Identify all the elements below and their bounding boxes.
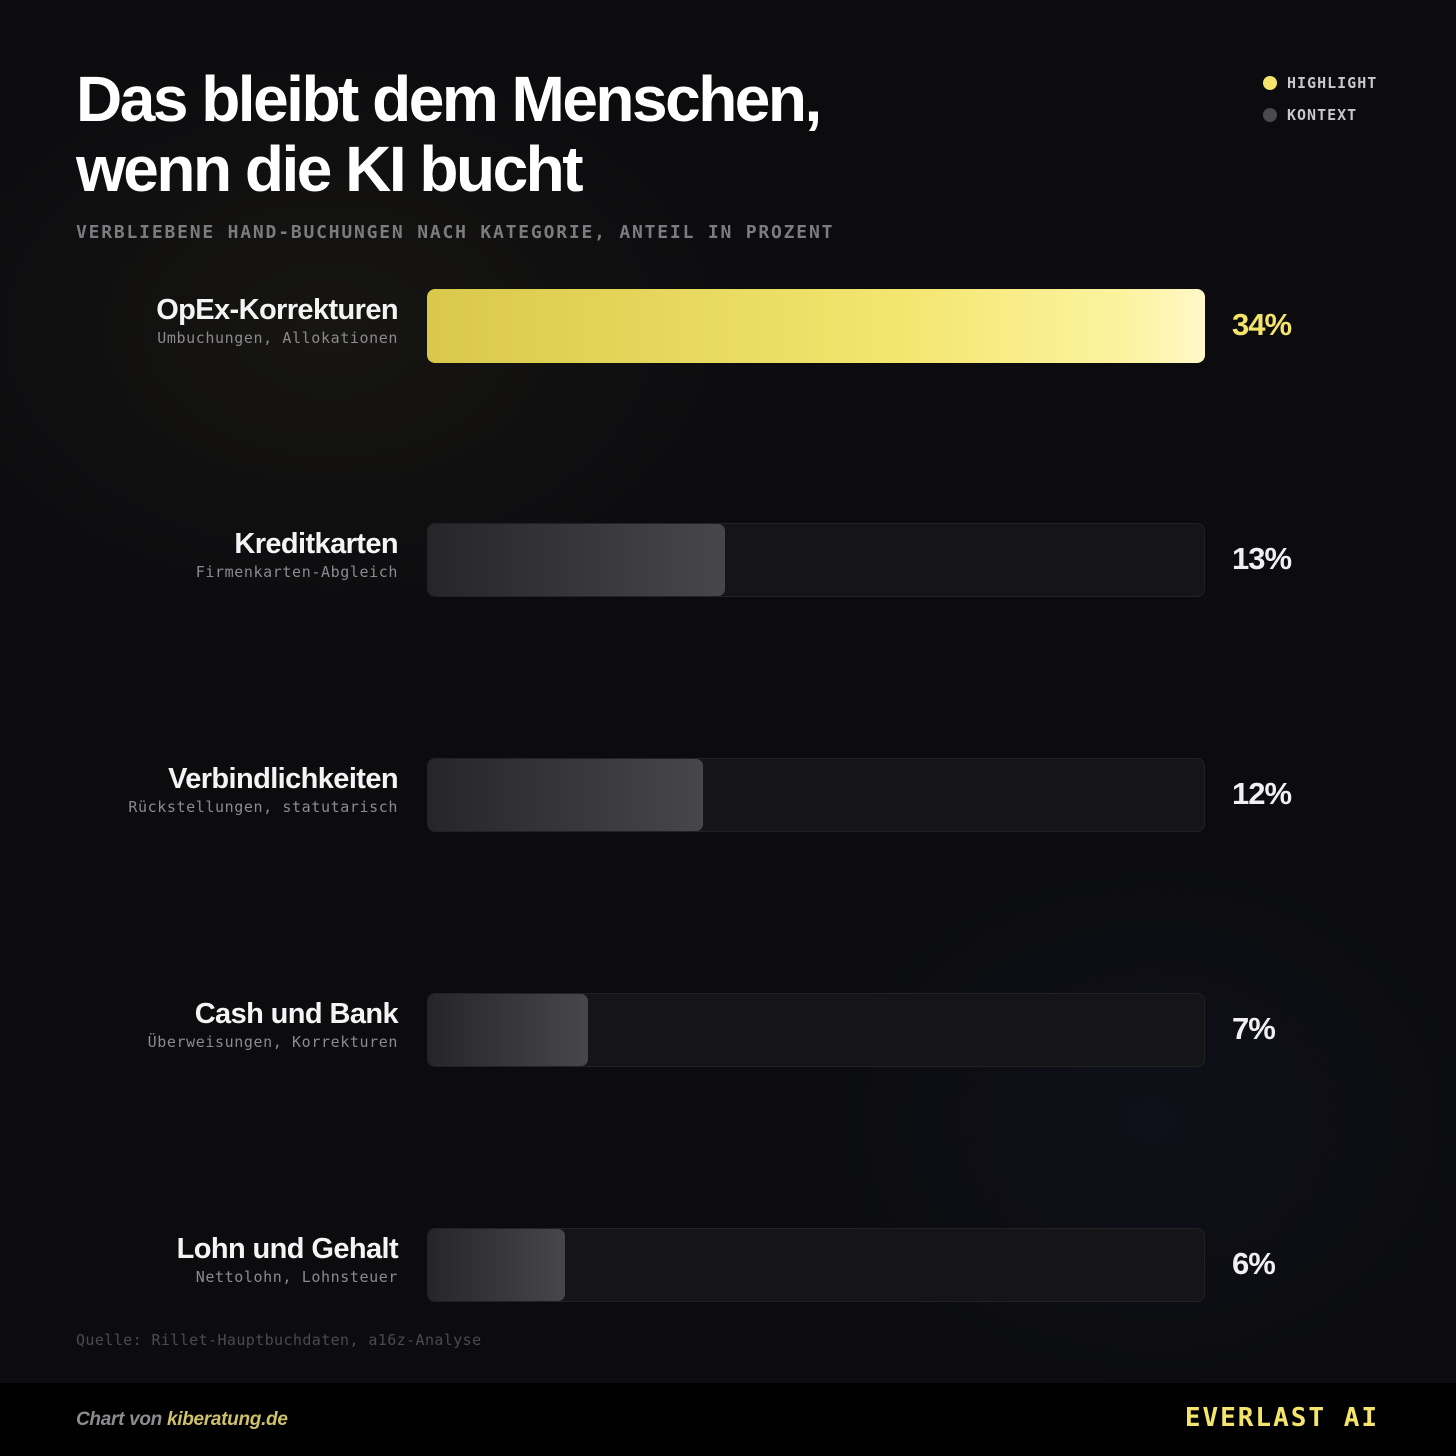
chart-title-line-2: wenn die KI bucht xyxy=(76,133,584,205)
legend: HIGHLIGHT KONTEXT xyxy=(1263,72,1377,136)
bar-kreditkarten xyxy=(428,524,725,596)
legend-label-kontext: KONTEXT xyxy=(1287,106,1358,124)
bar-track xyxy=(427,289,1205,363)
category-name: Verbindlichkeiten xyxy=(168,763,399,795)
category-subtitle: Rückstellungen, statutarisch xyxy=(128,798,398,816)
bar-row-verbindlichkeiten: Verbindlichkeiten Rückstellungen, statut… xyxy=(0,758,1456,834)
chart-title-line-1: Das bleibt dem Menschen, xyxy=(76,63,822,135)
value-label: 34% xyxy=(1232,307,1292,342)
bar-label: Lohn und Gehalt Nettolohn, Lohnsteuer xyxy=(176,1232,399,1286)
bar-opex xyxy=(427,289,1205,363)
category-subtitle: Umbuchungen, Allokationen xyxy=(157,329,398,347)
legend-label-highlight: HIGHLIGHT xyxy=(1287,74,1378,92)
footer-credit: Chart von kiberatung.de xyxy=(76,1409,288,1431)
credit-prefix: Chart von xyxy=(76,1409,167,1430)
value-label: 12% xyxy=(1232,776,1292,811)
bar-row-opex: OpEx-Korrekturen Umbuchungen, Allokation… xyxy=(0,289,1456,365)
legend-item-highlight: HIGHLIGHT xyxy=(1263,72,1377,94)
category-name: Cash und Bank xyxy=(194,998,399,1030)
credit-site-link[interactable]: kiberatung.de xyxy=(166,1409,288,1430)
footer: Chart von kiberatung.de EVERLAST AI xyxy=(0,1383,1456,1456)
source-note: Quelle: Rillet-Hauptbuchdaten, a16z-Anal… xyxy=(76,1331,482,1349)
bar-row-kreditkarten: Kreditkarten Firmenkarten-Abgleich 13% xyxy=(0,523,1456,599)
category-name: OpEx-Korrekturen xyxy=(156,294,398,326)
value-label: 7% xyxy=(1232,1011,1276,1046)
bar-label: Kreditkarten Firmenkarten-Abgleich xyxy=(195,527,399,581)
bar-cash xyxy=(428,994,588,1066)
chart-title: Das bleibt dem Menschen, wenn die KI buc… xyxy=(76,64,1076,204)
bar-track xyxy=(427,1228,1205,1302)
legend-dot-kontext-icon xyxy=(1263,108,1277,122)
bar-track xyxy=(427,993,1205,1067)
bar-row-cash: Cash und Bank Überweisungen, Korrekturen… xyxy=(0,993,1456,1069)
bar-track xyxy=(427,523,1205,597)
value-label: 13% xyxy=(1232,541,1292,576)
bar-label: Cash und Bank Überweisungen, Korrekturen xyxy=(147,997,399,1051)
value-label: 6% xyxy=(1232,1246,1276,1281)
category-name: Lohn und Gehalt xyxy=(176,1233,399,1265)
category-name: Kreditkarten xyxy=(234,528,398,560)
category-subtitle: Firmenkarten-Abgleich xyxy=(195,563,398,581)
bar-track xyxy=(427,758,1205,832)
bar-label: OpEx-Korrekturen Umbuchungen, Allokation… xyxy=(156,293,398,347)
bar-verbindlichkeiten xyxy=(428,759,703,831)
legend-dot-highlight-icon xyxy=(1263,76,1277,90)
category-subtitle: Überweisungen, Korrekturen xyxy=(147,1033,398,1051)
bar-row-lohn: Lohn und Gehalt Nettolohn, Lohnsteuer 6% xyxy=(0,1228,1456,1304)
category-subtitle: Nettolohn, Lohnsteuer xyxy=(195,1268,398,1286)
legend-item-kontext: KONTEXT xyxy=(1263,104,1377,126)
bar-lohn xyxy=(428,1229,565,1301)
brand-logo: EVERLAST AI xyxy=(1184,1403,1379,1433)
bar-label: Verbindlichkeiten Rückstellungen, statut… xyxy=(128,762,398,816)
chart-subtitle: VERBLIEBENE HAND-BUCHUNGEN NACH KATEGORI… xyxy=(76,222,835,243)
